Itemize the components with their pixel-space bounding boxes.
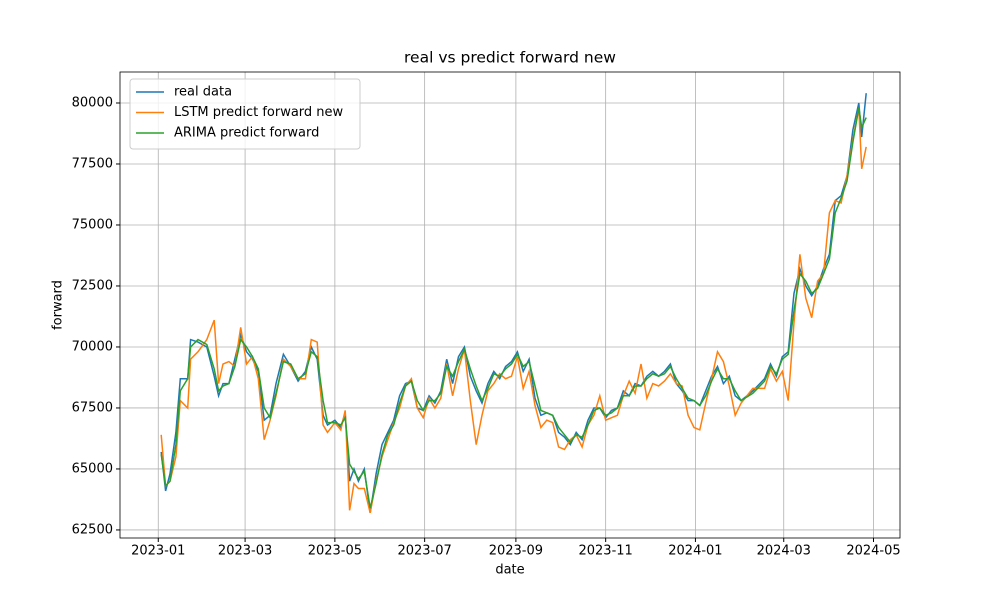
legend-label: ARIMA predict forward [174, 126, 319, 141]
x-tick-label: 2023-03 [218, 544, 272, 559]
x-tick-label: 2023-07 [397, 544, 451, 559]
x-tick-label: 2024-05 [846, 544, 900, 559]
y-tick-label: 65000 [72, 461, 113, 476]
y-tick-label: 67500 [72, 400, 113, 415]
y-axis-label: forward [51, 280, 66, 330]
chart-title: real vs predict forward new [404, 49, 616, 67]
legend: real data LSTM predict forward new ARIMA p… [129, 78, 361, 150]
y-tick-label: 72500 [72, 278, 113, 293]
x-axis-label: date [495, 563, 524, 578]
series-line [160, 93, 867, 514]
x-tick-label: 2023-09 [489, 544, 543, 559]
y-tick-label: 62500 [72, 522, 113, 537]
legend-box [129, 78, 361, 150]
x-tick-label: 2024-01 [668, 544, 722, 559]
x-tick-label: 2023-01 [131, 544, 185, 559]
y-tick-label: 70000 [72, 339, 113, 354]
x-tick-label: 2023-11 [578, 544, 632, 559]
x-tick-label: 2024-03 [757, 544, 811, 559]
y-tick-label: 77500 [72, 156, 113, 171]
plot-frame [119, 71, 901, 539]
series-line [160, 107, 867, 509]
x-tick-label: 2023-05 [308, 544, 362, 559]
series-line [160, 107, 867, 514]
legend-label: real data [174, 85, 232, 100]
legend-label: LSTM predict forward new [174, 105, 344, 120]
y-tick-label: 75000 [72, 217, 113, 232]
y-tick-label: 80000 [72, 95, 113, 110]
